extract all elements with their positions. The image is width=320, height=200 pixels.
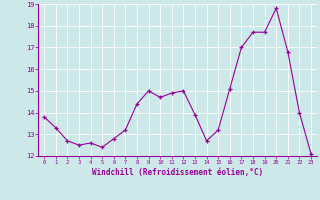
X-axis label: Windchill (Refroidissement éolien,°C): Windchill (Refroidissement éolien,°C) [92, 168, 263, 177]
